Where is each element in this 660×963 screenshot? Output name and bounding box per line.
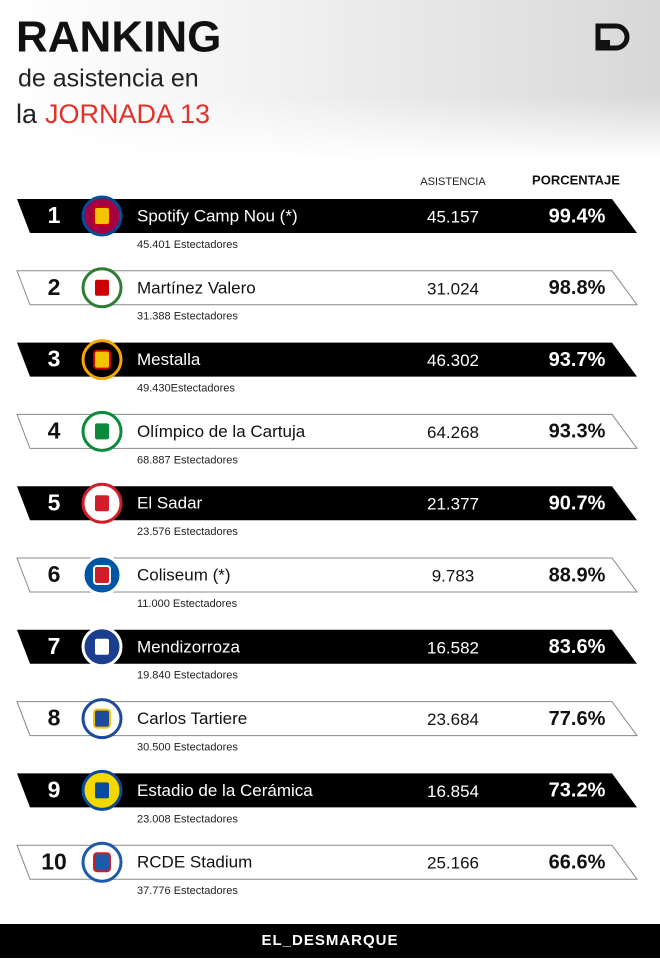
stadium-name: Olímpico de la Cartuja xyxy=(137,422,306,441)
club-crest-detail xyxy=(93,493,111,514)
attendance: 64.268 xyxy=(427,423,479,442)
column-header: ASISTENCIA xyxy=(420,176,486,188)
stadium-name: Mendizorroza xyxy=(137,637,241,656)
capacity: 37.776 Estectadores xyxy=(137,885,238,897)
stadium-name: Spotify Camp Nou (*) xyxy=(137,206,298,225)
attendance: 9.783 xyxy=(432,566,475,585)
ranking-rows: 1 Spotify Camp Nou (*) 45.157 99.4% 45.401 E… xyxy=(16,195,638,897)
capacity: 31.388 Estectadores xyxy=(137,311,238,323)
percentage: 88.9% xyxy=(549,564,606,586)
club-crest-detail xyxy=(93,636,111,657)
club-crest-detail xyxy=(93,565,111,585)
rank: 6 xyxy=(48,561,61,587)
subtitle: de asistencia en xyxy=(18,65,199,93)
title: RANKING xyxy=(16,13,221,62)
row-banner xyxy=(16,270,638,306)
capacity: 68.887 Estectadores xyxy=(137,454,238,466)
capacity: 23.008 Estectadores xyxy=(137,813,238,825)
row-banner xyxy=(16,844,638,880)
club-crest-detail xyxy=(93,421,111,442)
rank: 10 xyxy=(41,848,67,874)
stadium-name: Martínez Valero xyxy=(137,278,256,297)
row-banner xyxy=(17,773,637,808)
stadium-name: Mestalla xyxy=(137,350,201,369)
header-fade xyxy=(0,0,660,160)
capacity: 19.840 Estectadores xyxy=(137,670,238,682)
stadium-name: Coliseum (*) xyxy=(137,565,231,584)
stadium-name: El Sadar xyxy=(137,494,203,513)
stadium-name: Estadio de la Cerámica xyxy=(137,781,313,800)
rank: 3 xyxy=(48,346,61,372)
row-banner xyxy=(17,199,637,233)
row-banner xyxy=(17,342,637,377)
club-crest-detail xyxy=(93,277,111,298)
row-banner xyxy=(17,486,637,521)
attendance: 16.854 xyxy=(427,782,479,801)
rank: 8 xyxy=(48,705,61,731)
rank: 2 xyxy=(48,274,61,300)
percentage: 93.7% xyxy=(549,349,606,371)
percentage: 99.4% xyxy=(549,205,606,227)
row-banner xyxy=(17,629,637,664)
capacity: 45.401 Estectadores xyxy=(137,239,238,251)
brand-logo xyxy=(595,23,630,51)
club-crest-detail xyxy=(93,780,111,801)
row-banner xyxy=(16,413,638,449)
subtitle-highlight: JORNADA 13 xyxy=(45,99,210,129)
capacity: 23.576 Estectadores xyxy=(137,526,238,538)
attendance: 46.302 xyxy=(427,351,479,370)
club-crest-detail xyxy=(93,206,111,226)
row-banner xyxy=(16,701,638,737)
percentage: 77.6% xyxy=(549,708,606,730)
capacity: 49.430Estectadores xyxy=(137,383,235,395)
subtitle: la JORNADA 13 xyxy=(16,99,210,129)
footer-bar xyxy=(0,924,660,958)
row-banner xyxy=(16,557,638,593)
capacity: 11.000 Estectadores xyxy=(137,598,238,610)
percentage: 90.7% xyxy=(549,492,606,514)
rank: 5 xyxy=(48,489,61,515)
stadium-name: RCDE Stadium xyxy=(137,853,252,872)
club-crest-detail xyxy=(93,708,111,729)
club-crest-detail xyxy=(93,349,111,370)
attendance: 25.166 xyxy=(427,854,479,873)
percentage: 73.2% xyxy=(549,780,606,802)
attendance: 21.377 xyxy=(427,495,479,514)
attendance: 45.157 xyxy=(427,207,479,226)
stadium-name: Carlos Tartiere xyxy=(137,709,247,728)
subtitle-prefix: la xyxy=(16,99,38,129)
rank: 1 xyxy=(48,202,61,228)
rank: 4 xyxy=(48,417,61,443)
footer-brand: EL_DESMARQUE xyxy=(261,932,398,949)
attendance: 31.024 xyxy=(427,279,479,298)
capacity: 30.500 Estectadores xyxy=(137,742,238,754)
attendance: 23.684 xyxy=(427,710,479,729)
club-crest-detail xyxy=(93,852,111,873)
percentage: 66.6% xyxy=(549,851,606,873)
percentage: 98.8% xyxy=(549,277,606,299)
column-header: PORCENTAJE xyxy=(532,172,620,187)
rank: 9 xyxy=(48,776,61,802)
percentage: 83.6% xyxy=(549,636,606,658)
attendance: 16.582 xyxy=(427,638,479,657)
percentage: 93.3% xyxy=(549,421,606,443)
rank: 7 xyxy=(48,633,61,659)
